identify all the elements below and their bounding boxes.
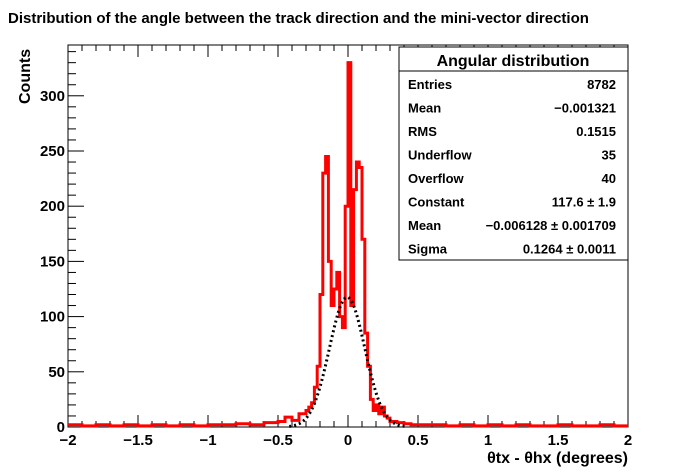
stats-row-value: 40 [602,171,616,186]
y-tick-label: 0 [57,419,65,436]
x-tick-label: −0.5 [263,432,293,449]
y-tick-label: 250 [40,143,65,160]
stats-row-label: Mean [408,218,441,233]
x-tick-label: −2 [59,432,76,449]
chart-title: Distribution of the angle between the tr… [8,10,589,27]
y-tick-label: 150 [40,253,65,270]
x-tick-label: −1.5 [123,432,153,449]
y-tick-label: 200 [40,198,65,215]
x-tick-label: −1 [199,432,216,449]
stats-row-value: −0.001321 [554,101,616,116]
stats-row-label: Entries [408,77,452,92]
y-axis-label: Counts [17,49,34,104]
stats-row-value: 0.1515 [576,124,616,139]
y-tick-label: 300 [40,88,65,105]
x-tick-label: 2 [624,432,632,449]
gaussian-fit [289,295,407,429]
stats-row-label: RMS [408,124,437,139]
x-tick-label: 0 [344,432,352,449]
stats-row-value: 117.6 ± 1.9 [552,195,616,210]
x-tick-label: 1.5 [548,432,569,449]
stats-row-value: −0.006128 ± 0.001709 [486,218,616,233]
y-tick-labels: 0 50 100 150 200 250 300 [40,88,65,436]
stats-row-label: Constant [408,195,465,210]
stats-row-label: Underflow [408,148,472,163]
y-tick-label: 50 [48,364,65,381]
fit-curve [289,295,407,429]
stats-row-label: Sigma [408,242,448,257]
histogram [68,61,628,428]
stats-row-value: 0.1264 ± 0.0011 [523,242,616,257]
stats-rows: Entries 8782 Mean −0.001321 RMS 0.1515 Underfl… [408,77,616,257]
x-tick-labels: −2 −1.5 −1 −0.5 0 0.5 1 1.5 2 [59,432,632,449]
x-axis-label: θtx - θhx (degrees) [487,450,628,467]
stats-row-label: Mean [408,101,441,116]
x-tick-label: 0.5 [408,432,429,449]
stats-row-value: 35 [602,148,616,163]
stats-row-value: 8782 [587,77,616,92]
histogram-line [68,61,628,428]
stats-row-label: Overflow [408,171,465,186]
stats-box: Angular distribution Entries 8782 Mean −0.0… [398,46,629,261]
stats-box-title: Angular distribution [437,53,590,70]
x-tick-label: 1 [484,432,492,449]
stats-box-frame [398,46,629,261]
y-tick-label: 100 [40,309,65,326]
